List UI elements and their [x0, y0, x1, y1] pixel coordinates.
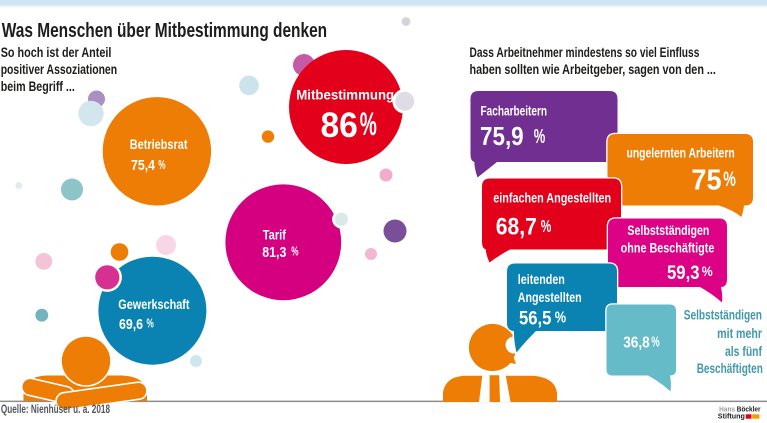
svg-text:Was Menschen über Mitbestimmun: Was Menschen über Mitbestimmung denken: [2, 19, 327, 42]
svg-text:Hans Böckler: Hans Böckler: [719, 406, 761, 413]
svg-text:Betriebsrat: Betriebsrat: [130, 137, 188, 153]
svg-text:So hoch ist der Anteil: So hoch ist der Anteil: [1, 45, 112, 61]
svg-text:Selbstständigen: Selbstständigen: [684, 307, 762, 323]
svg-text:ungelernten Arbeitern: ungelernten Arbeitern: [626, 145, 734, 161]
svg-text:75: 75: [691, 164, 721, 196]
svg-text:%: %: [541, 217, 552, 237]
svg-text:leitenden: leitenden: [518, 271, 565, 287]
svg-text:Facharbeitern: Facharbeitern: [481, 103, 548, 119]
svg-text:Gewerkschaft: Gewerkschaft: [118, 296, 190, 312]
svg-text:positiver Assoziationen: positiver Assoziationen: [1, 62, 117, 78]
svg-text:59,3: 59,3: [667, 262, 700, 283]
svg-text:81,3: 81,3: [262, 244, 286, 260]
svg-text:69,6: 69,6: [119, 316, 143, 332]
svg-text:ohne Beschäftigte: ohne Beschäftigte: [621, 240, 715, 256]
svg-text:%: %: [534, 124, 545, 148]
svg-text:Beschäftigten: Beschäftigten: [697, 361, 763, 377]
svg-text:Dass Arbeitnehmer mindestens s: Dass Arbeitnehmer mindestens so viel Ein…: [470, 45, 700, 61]
svg-text:als fünf: als fünf: [725, 344, 763, 360]
svg-text:%: %: [147, 317, 155, 331]
svg-text:Selbstständigen: Selbstständigen: [627, 223, 709, 239]
svg-text:%: %: [702, 263, 713, 279]
svg-text:%: %: [723, 167, 736, 191]
svg-text:einfachen Angestellten: einfachen Angestellten: [493, 190, 611, 206]
svg-text:%: %: [555, 309, 566, 327]
svg-text:75,4: 75,4: [131, 157, 156, 173]
svg-text:mit mehr: mit mehr: [717, 326, 762, 342]
svg-text:beim Begriff ...: beim Begriff ...: [1, 79, 75, 95]
svg-text:Tarif: Tarif: [263, 227, 287, 243]
svg-text:%: %: [158, 158, 166, 172]
svg-text:%: %: [291, 245, 299, 259]
svg-text:haben sollten wie Arbeitgeber,: haben sollten wie Arbeitgeber, sagen von…: [470, 62, 716, 78]
svg-text:%: %: [360, 106, 377, 142]
svg-text:36,8: 36,8: [623, 335, 650, 352]
svg-text:%: %: [651, 334, 659, 351]
svg-text:Stiftung: Stiftung: [718, 411, 745, 420]
svg-text:86: 86: [321, 106, 358, 145]
svg-text:Angestellten: Angestellten: [518, 290, 582, 306]
svg-text:Mitbestimmung: Mitbestimmung: [296, 87, 394, 102]
svg-text:75,9: 75,9: [480, 123, 524, 152]
svg-text:68,7: 68,7: [496, 213, 537, 240]
svg-text:Quelle: Nienhüser u. a. 2018: Quelle: Nienhüser u. a. 2018: [1, 402, 110, 416]
svg-text:56,5: 56,5: [519, 307, 551, 329]
